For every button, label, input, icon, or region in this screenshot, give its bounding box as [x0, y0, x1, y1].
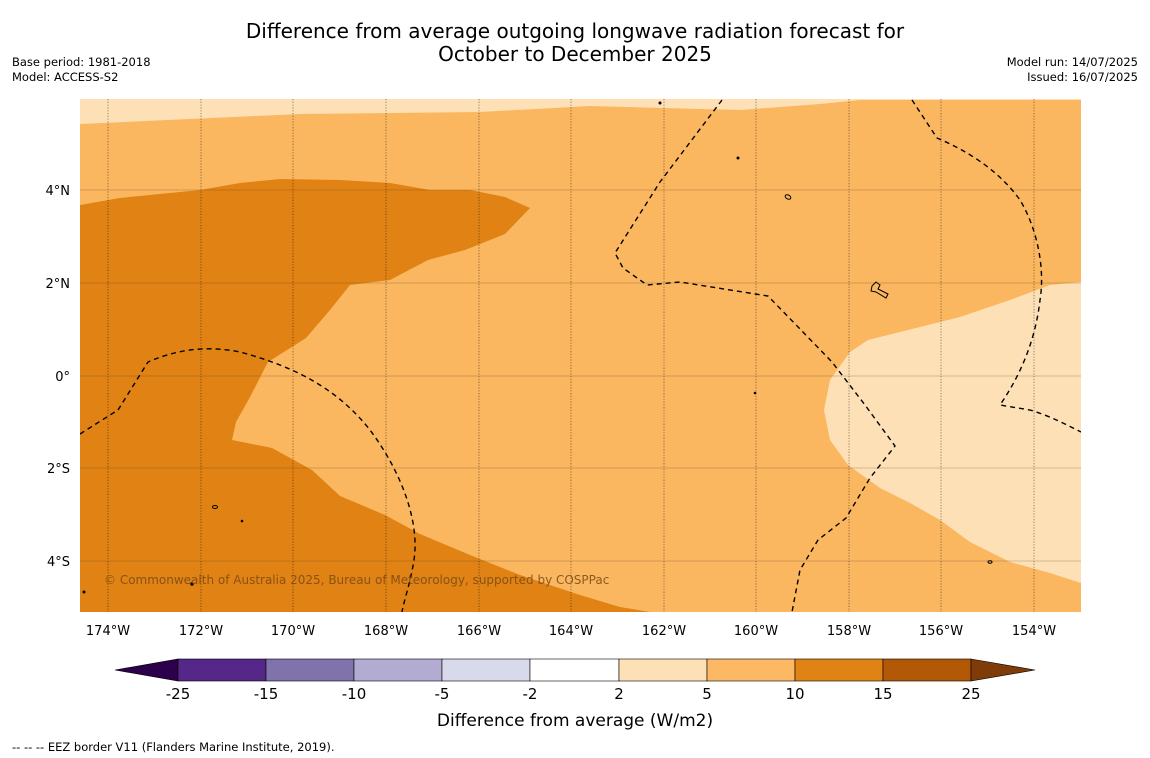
lon-label: 164°W — [549, 624, 593, 639]
colorbar-tick: -10 — [342, 685, 367, 703]
colorbar-swatch — [353, 658, 443, 682]
eez-border-west — [80, 348, 416, 612]
eez-footnote: -- -- -- EEZ border V11 (Flanders Marine… — [12, 740, 335, 754]
islands — [82, 101, 993, 594]
colorbar-swatch — [177, 658, 267, 682]
colorbar-swatches — [114, 658, 1036, 682]
eez-border-east — [911, 99, 1081, 433]
lat-label: 0° — [55, 370, 70, 385]
eez-border-central — [614, 99, 896, 612]
lon-label: 156°W — [919, 624, 963, 639]
issued-date: Issued: 16/07/2025 — [1027, 70, 1138, 84]
latitude-labels: 4°N 2°N 0° 2°S 4°S — [46, 184, 71, 570]
island-dot — [753, 391, 757, 395]
colorbar-swatch — [529, 658, 620, 682]
lat-label: 4°N — [46, 184, 71, 199]
colorbar-tick: -2 — [523, 685, 538, 703]
colorbar-tick: -15 — [254, 685, 279, 703]
lon-label: 166°W — [457, 624, 501, 639]
colorbar-swatch — [441, 658, 531, 682]
colorbar-tick: 15 — [873, 685, 892, 703]
lon-label: 172°W — [179, 624, 223, 639]
longitude-labels: 174°W 172°W 170°W 168°W 166°W 164°W 162°… — [86, 624, 1056, 639]
map-title-line-2: October to December 2025 — [438, 42, 712, 66]
colorbar-tick: 25 — [961, 685, 980, 703]
map-area: © Commonwealth of Australia 2025, Bureau… — [80, 99, 1081, 612]
colorbar-tick: 2 — [614, 685, 624, 703]
meta-right: Model run: 14/07/2025 Issued: 16/07/2025 — [1007, 55, 1138, 85]
island-outline — [212, 505, 218, 509]
parallels — [80, 189, 1081, 562]
colorbar-tick: -25 — [166, 685, 191, 703]
colorbar-ticks: -25 -15 -10 -5 -2 2 5 10 15 25 — [166, 685, 981, 703]
band-10-15-west — [80, 179, 650, 612]
colorbar-swatch — [706, 658, 796, 682]
band-2-5-east — [824, 282, 1081, 583]
lon-label: 158°W — [827, 624, 871, 639]
lat-label: 4°S — [47, 555, 70, 570]
colorbar-label: Difference from average (W/m2) — [437, 711, 713, 731]
colorbar-swatch — [794, 658, 884, 682]
island-dot — [240, 519, 244, 523]
model-run: Model run: 14/07/2025 — [1006, 55, 1138, 69]
meta-left: Base period: 1981-2018 Model: ACCESS-S2 — [12, 55, 151, 85]
lon-label: 170°W — [271, 624, 315, 639]
lat-label: 2°S — [47, 462, 70, 477]
island-outline — [870, 281, 889, 299]
lon-label: 162°W — [642, 624, 686, 639]
colorbar-swatch — [265, 658, 355, 682]
colorbar-extend-max — [970, 658, 1036, 682]
model-name: Model: ACCESS-S2 — [12, 70, 119, 84]
island-dot — [190, 582, 194, 586]
copyright-text: © Commonwealth of Australia 2025, Bureau… — [104, 573, 609, 587]
colorbar-swatch — [882, 658, 972, 682]
island-outline — [784, 194, 792, 200]
colorbar-swatch — [618, 658, 708, 682]
colorbar-extend-min — [114, 658, 179, 682]
lon-label: 174°W — [86, 624, 130, 639]
map-title-line-1: Difference from average outgoing longwav… — [245, 19, 905, 43]
colorbar: -25 -15 -10 -5 -2 2 5 10 15 25 Differenc… — [114, 658, 1036, 731]
colorbar-tick: -5 — [435, 685, 450, 703]
colorbar-tick: 5 — [702, 685, 712, 703]
base-period: Base period: 1981-2018 — [12, 55, 151, 69]
island-dot — [736, 156, 740, 160]
band-2-5-north — [80, 99, 1081, 124]
lat-label: 2°N — [46, 277, 71, 292]
island-outline — [987, 560, 993, 564]
lon-label: 168°W — [364, 624, 408, 639]
island-dot — [82, 590, 86, 594]
lon-label: 154°W — [1012, 624, 1056, 639]
island-dot — [658, 101, 662, 105]
colorbar-tick: 10 — [785, 685, 804, 703]
lon-label: 160°W — [734, 624, 778, 639]
eez-borders — [80, 99, 1081, 612]
